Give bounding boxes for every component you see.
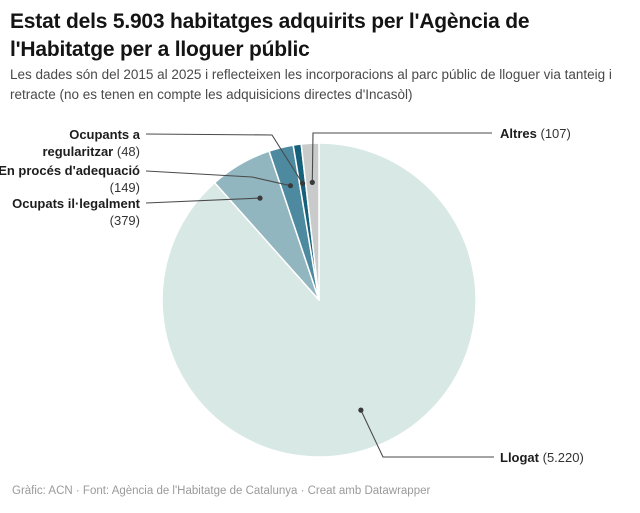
- callout-dot-llogat: [358, 407, 364, 413]
- chart-subtitle: Les dades són del 2015 al 2025 i reflect…: [10, 67, 612, 102]
- category-label: Ocupats il·legalment: [12, 196, 140, 211]
- callout-dot-altres: [309, 179, 315, 185]
- callout-dot-en-proces-adequacio: [287, 183, 294, 189]
- category-label: Llogat: [500, 450, 539, 465]
- chart-credit: Gràfic: ACN · Font: Agència de l'Habitat…: [12, 485, 431, 497]
- category-label: En procés d'adequació: [0, 163, 140, 178]
- callout-dot-ocupants-a-regularitzar: [300, 180, 306, 186]
- category-label: Ocupants a regularitzar: [42, 127, 140, 159]
- label-en-proces-adequacio: En procés d'adequació (149): [0, 162, 140, 196]
- label-altres: Altres (107): [500, 125, 571, 142]
- category-value: (107): [540, 126, 571, 141]
- category-value: (149): [109, 180, 140, 195]
- category-label: Altres: [500, 126, 537, 141]
- callout-line-llogat: [360, 409, 494, 458]
- chart-title: Estat dels 5.903 habitatges adquirits pe…: [10, 10, 530, 61]
- callout-connectors: [145, 132, 494, 458]
- callout-dot-ocupats-illegalment: [257, 195, 263, 201]
- callout-line-ocupants-a-regularitzar: [145, 133, 304, 184]
- label-llogat: Llogat (5.220): [500, 449, 584, 466]
- callout-line-ocupats-illegalment: [145, 197, 261, 204]
- callout-line-en-proces-adequacio: [145, 170, 291, 187]
- callout-line-altres: [311, 132, 492, 183]
- category-value: (48): [116, 144, 140, 159]
- category-value: (379): [109, 213, 140, 228]
- label-ocupats-illegalment: Ocupats il·legalment (379): [0, 195, 140, 229]
- category-value: (5.220): [542, 450, 584, 465]
- pie-slices: [161, 142, 477, 458]
- label-ocupants-a-regularitzar: Ocupants a regularitzar (48): [18, 126, 140, 160]
